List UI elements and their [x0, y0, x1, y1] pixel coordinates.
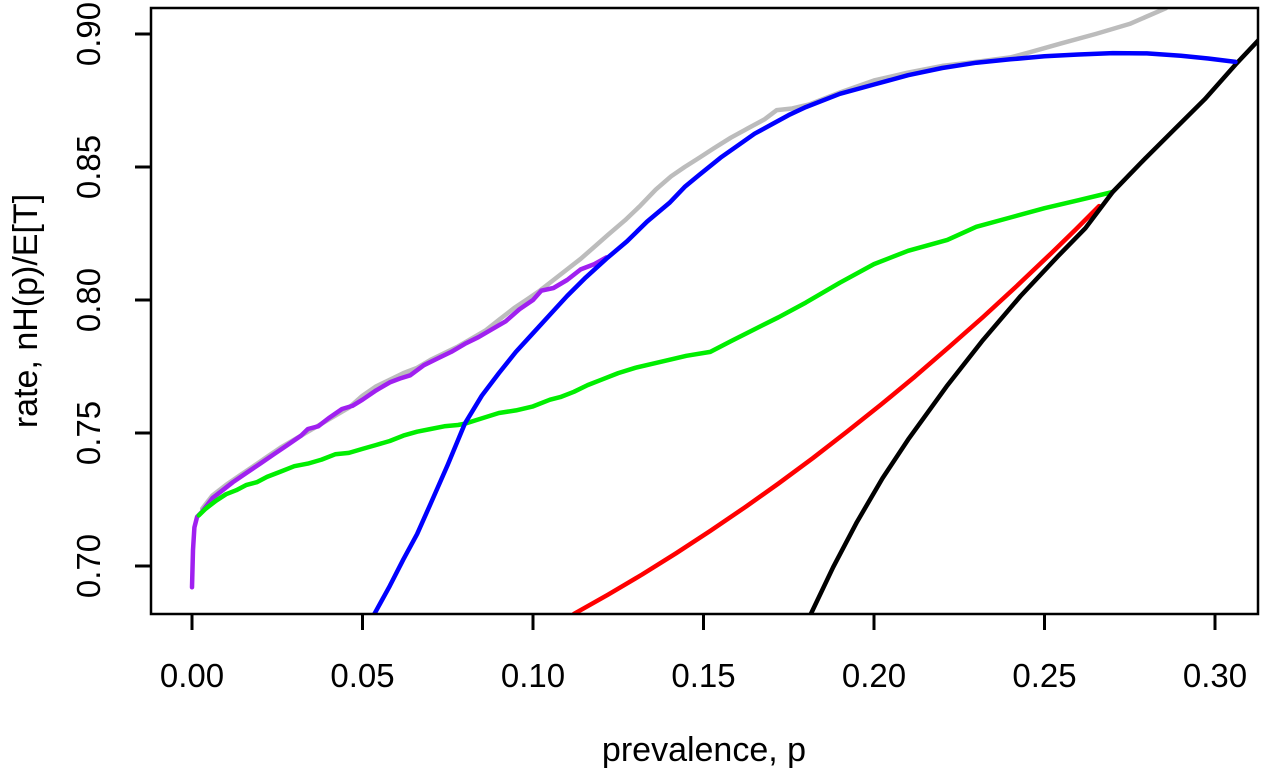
y-tick-label: 0.90: [70, 2, 107, 66]
curve-blue: [372, 50, 1238, 614]
x-tick-label: 0.00: [160, 657, 224, 694]
y-tick-label: 0.70: [70, 534, 107, 598]
x-tick-label: 0.30: [1183, 657, 1247, 694]
curves-layer: [189, 8, 1258, 614]
x-tick-label: 0.25: [1012, 657, 1076, 694]
x-tick-label: 0.05: [330, 657, 394, 694]
y-axis-title: rate, nH(p)/E[T]: [7, 194, 45, 428]
y-tick-label: 0.80: [70, 268, 107, 332]
curve-gray: [199, 8, 1169, 512]
x-tick-label: 0.20: [842, 657, 906, 694]
curve-purple: [189, 255, 609, 590]
x-tick-label: 0.10: [501, 657, 565, 694]
y-tick-label: 0.85: [70, 135, 107, 199]
x-axis-title: prevalence, p: [602, 731, 806, 769]
axes-layer: 0.00 0.05 0.10 0.15 0.20 0.25 0.30 0.70 0.75 0.80…: [70, 2, 1260, 694]
curve-green: [196, 189, 1115, 518]
curve-red: [571, 203, 1102, 614]
curve-black: [808, 37, 1258, 614]
plot-border: [149, 6, 1260, 616]
y-tick-label: 0.75: [70, 401, 107, 465]
x-tick-label: 0.15: [671, 657, 735, 694]
